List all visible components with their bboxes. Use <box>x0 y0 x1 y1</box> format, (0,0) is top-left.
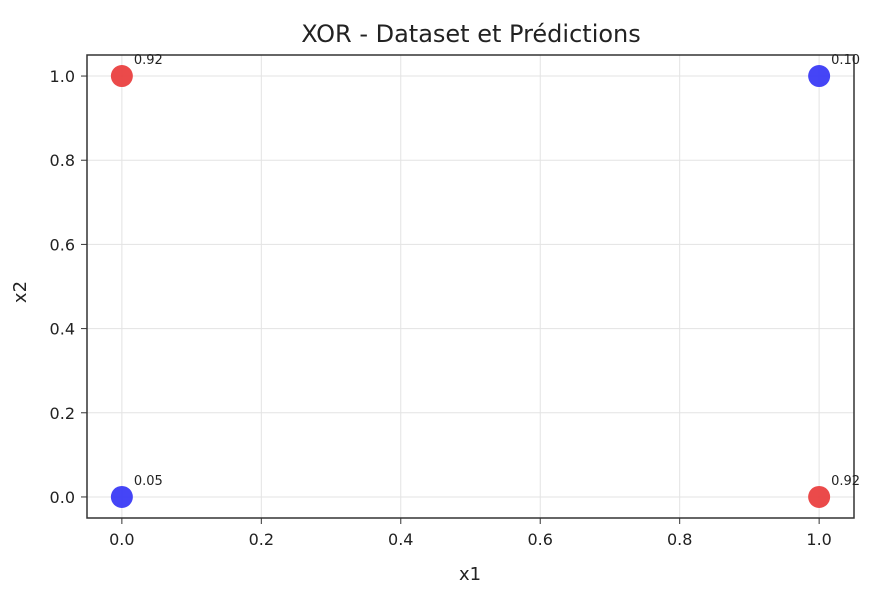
point-annotation: 0.92 <box>831 474 860 489</box>
point-annotation: 0.10 <box>831 53 860 68</box>
x-tick-label: 0.4 <box>388 530 413 549</box>
x-tick-label: 1.0 <box>806 530 831 549</box>
data-point <box>110 65 133 88</box>
grid <box>87 55 854 518</box>
x-axis-label: x1 <box>459 564 481 585</box>
y-tick-label: 1.0 <box>50 67 75 86</box>
y-tick-label: 0.8 <box>50 151 75 170</box>
x-tick-label: 0.0 <box>109 530 134 549</box>
data-point <box>808 485 831 508</box>
point-annotation: 0.05 <box>134 474 163 489</box>
data-point <box>808 65 831 88</box>
data-point <box>110 485 133 508</box>
point-annotation: 0.92 <box>134 53 163 68</box>
y-tick-label: 0.6 <box>50 235 75 254</box>
y-axis-label: x2 <box>10 281 31 303</box>
y-tick-label: 0.2 <box>50 404 75 423</box>
y-tick-label: 0.0 <box>50 488 75 507</box>
plot-area <box>86 54 855 519</box>
data-points: 0.05 0.92 0.92 0.10 <box>110 53 860 508</box>
y-tick-label: 0.4 <box>50 320 75 339</box>
x-tick-label: 0.8 <box>667 530 692 549</box>
x-tick-label: 0.6 <box>528 530 553 549</box>
axis-ticks: 0.0 0.2 0.4 0.6 0.8 1.0 0.0 0.2 0.4 0.6 0.8 1.0 <box>50 67 832 549</box>
x-tick-label: 0.2 <box>249 530 274 549</box>
chart-title: XOR - Dataset et Prédictions <box>301 20 641 48</box>
